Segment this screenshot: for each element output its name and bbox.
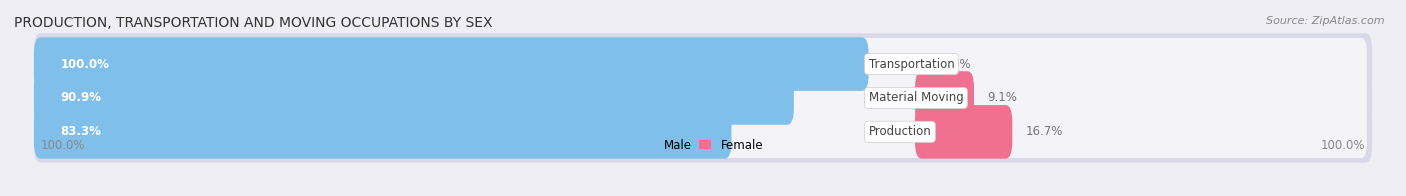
Text: 100.0%: 100.0% <box>1322 139 1365 152</box>
FancyBboxPatch shape <box>34 71 794 125</box>
Text: 0.0%: 0.0% <box>942 58 972 71</box>
Text: 100.0%: 100.0% <box>41 139 84 152</box>
Text: 16.7%: 16.7% <box>1025 125 1063 138</box>
FancyBboxPatch shape <box>915 71 974 125</box>
Text: PRODUCTION, TRANSPORTATION AND MOVING OCCUPATIONS BY SEX: PRODUCTION, TRANSPORTATION AND MOVING OC… <box>14 16 492 30</box>
Text: 90.9%: 90.9% <box>60 92 101 104</box>
Text: Transportation: Transportation <box>869 58 955 71</box>
FancyBboxPatch shape <box>39 106 1367 158</box>
FancyBboxPatch shape <box>34 105 731 159</box>
FancyBboxPatch shape <box>39 72 1367 124</box>
FancyBboxPatch shape <box>34 101 1372 163</box>
FancyBboxPatch shape <box>34 33 1372 95</box>
Text: 100.0%: 100.0% <box>60 58 110 71</box>
Text: Material Moving: Material Moving <box>869 92 963 104</box>
FancyBboxPatch shape <box>34 37 869 91</box>
Text: 9.1%: 9.1% <box>987 92 1017 104</box>
FancyBboxPatch shape <box>39 38 1367 90</box>
Text: Source: ZipAtlas.com: Source: ZipAtlas.com <box>1267 16 1385 26</box>
Legend: Male, Female: Male, Female <box>638 134 768 156</box>
Text: Production: Production <box>869 125 931 138</box>
FancyBboxPatch shape <box>34 67 1372 129</box>
FancyBboxPatch shape <box>915 105 1012 159</box>
Text: 83.3%: 83.3% <box>60 125 101 138</box>
